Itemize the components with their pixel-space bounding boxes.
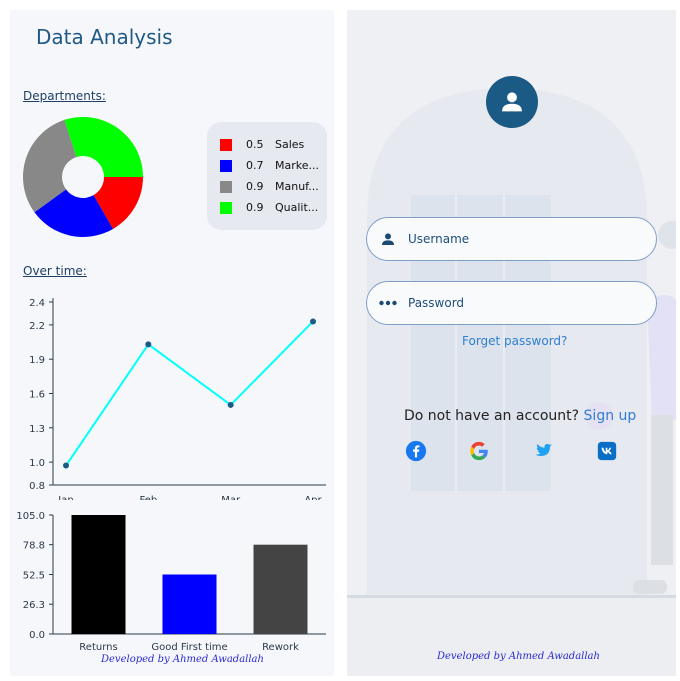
password-field[interactable]	[366, 281, 657, 325]
departments-legend: 0.5 Sales 0.7 Marke... 0.9 Manuf... 0.9 Qualit.…	[207, 122, 327, 230]
donut-slice	[22, 119, 77, 213]
legend-name: Sales	[275, 138, 305, 151]
y-tick-label: 2.2	[29, 321, 45, 332]
y-tick-label: 1.6	[29, 390, 45, 401]
y-tick-label: 26.3	[23, 600, 45, 611]
vk-icon[interactable]	[596, 440, 618, 462]
y-tick-label: 105.0	[16, 511, 45, 522]
donut-slice	[34, 189, 113, 237]
data-point	[63, 462, 69, 469]
legend-swatch	[220, 159, 232, 172]
bar	[71, 515, 126, 634]
x-tick-label: Feb	[139, 495, 157, 500]
facebook-icon[interactable]	[405, 440, 427, 462]
y-tick-label: 78.8	[23, 541, 45, 552]
user-icon	[502, 92, 522, 112]
y-tick-label: 1.0	[29, 458, 45, 469]
no-account-text: Do not have an account?	[404, 408, 580, 424]
legend-swatch	[220, 138, 232, 151]
x-tick-label: Jan	[57, 495, 73, 500]
google-icon[interactable]	[468, 440, 490, 462]
departments-bar-chart: 0.0 26.3 52.5 78.8 105.0 Returns Good First ti…	[16, 511, 326, 653]
series-line	[65, 320, 314, 467]
data-analysis-panel: Data Analysis Departments: 0.5 Sales 0.7 Ma…	[10, 10, 334, 676]
legend-value: 0.9	[246, 180, 264, 193]
y-tick-label: 1.9	[29, 355, 45, 366]
person-icon	[379, 230, 397, 248]
departments-label: Departments:	[23, 89, 106, 103]
page-title: Data Analysis	[36, 25, 173, 49]
legend-item: 0.9 Qualit...	[220, 197, 327, 218]
password-dots-icon	[379, 294, 397, 312]
legend-name: Manuf...	[275, 180, 319, 193]
legend-value: 0.7	[246, 159, 264, 172]
donut-slice	[93, 177, 143, 229]
username-input[interactable]	[408, 232, 628, 246]
y-tick-label: 2.4	[29, 298, 45, 309]
legend-item: 0.9 Manuf...	[220, 176, 327, 197]
data-point	[310, 318, 316, 325]
legend-swatch	[220, 180, 232, 193]
line-chart-axes	[52, 298, 326, 486]
legend-item: 0.7 Marke...	[220, 155, 327, 176]
signup-prompt: Do not have an account? Sign up	[404, 408, 636, 424]
left-footer: Developed by Ahmed Awadallah	[101, 654, 264, 665]
over-time-label: Over time:	[23, 264, 87, 278]
legend-name: Qualit...	[275, 201, 319, 214]
x-tick-label: Good First time	[151, 642, 227, 653]
over-time-line-chart: 0.8 1.0 1.3 1.6 1.9 2.2 2.4 Jan Feb Mar Apr	[29, 298, 326, 500]
legend-value: 0.5	[246, 138, 264, 151]
x-tick-label: Rework	[262, 642, 299, 653]
bar	[162, 574, 217, 634]
y-tick-label: 1.3	[29, 424, 45, 435]
data-point	[145, 341, 152, 348]
departments-donut-chart	[22, 116, 143, 237]
x-tick-label: Apr	[304, 495, 322, 500]
forgot-password-link[interactable]: Forget password?	[462, 334, 568, 348]
legend-item: 0.5 Sales	[220, 134, 327, 155]
donut-slice	[64, 116, 143, 177]
avatar	[486, 76, 538, 128]
right-footer: Developed by Ahmed Awadallah	[437, 651, 600, 662]
legend-name: Marke...	[275, 159, 319, 172]
legend-value: 0.9	[246, 201, 264, 214]
bar	[253, 544, 308, 634]
x-tick-label: Mar	[221, 495, 241, 500]
sign-up-link[interactable]: Sign up	[583, 408, 637, 424]
legend-swatch	[220, 201, 232, 214]
x-tick-label: Returns	[79, 642, 117, 653]
username-field[interactable]	[366, 217, 657, 261]
twitter-icon[interactable]	[532, 440, 554, 462]
password-input[interactable]	[408, 296, 628, 310]
y-tick-label: 52.5	[23, 571, 45, 582]
login-panel: Forget password? Do not have an account?…	[347, 10, 676, 676]
data-point	[227, 401, 234, 408]
y-tick-label: 0.0	[29, 630, 45, 641]
y-tick-label: 0.8	[29, 481, 45, 492]
